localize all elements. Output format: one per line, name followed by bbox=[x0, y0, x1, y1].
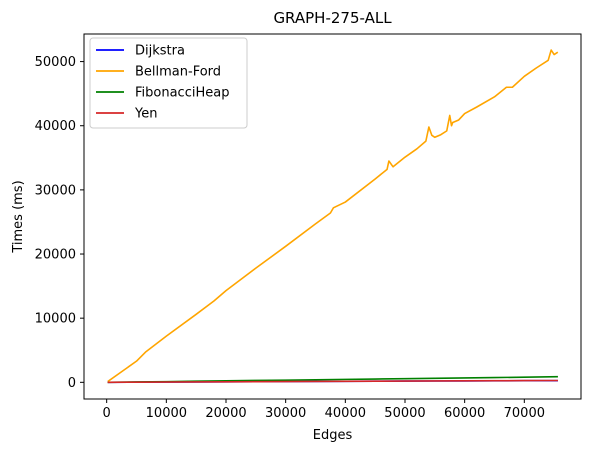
y-tick-label: 20000 bbox=[35, 248, 76, 263]
y-axis-label: Times (ms) bbox=[11, 180, 26, 253]
y-tick-label: 50000 bbox=[35, 55, 76, 70]
x-tick-label: 70000 bbox=[504, 406, 545, 421]
legend-label: Dijkstra bbox=[135, 44, 185, 59]
y-tick-label: 30000 bbox=[35, 183, 76, 198]
series-line-bellman-ford bbox=[107, 49, 559, 383]
y-tick-label: 0 bbox=[68, 376, 76, 391]
legend: Dijkstra Bellman-Ford FibonacciHeap Yen bbox=[89, 37, 248, 129]
y-axis-ticks: 0 10000 20000 30000 40000 50000 bbox=[35, 55, 84, 391]
legend-label: Bellman-Ford bbox=[135, 65, 221, 80]
plot-frame bbox=[83, 33, 582, 400]
x-tick-label: 10000 bbox=[146, 406, 187, 421]
y-tick-label: 10000 bbox=[35, 312, 76, 327]
series-layer bbox=[107, 49, 559, 384]
legend-label: FibonacciHeap bbox=[135, 86, 229, 101]
x-axis-label: Edges bbox=[313, 428, 353, 443]
x-tick-label: 30000 bbox=[265, 406, 306, 421]
y-tick-label: 40000 bbox=[35, 119, 76, 134]
x-tick-label: 20000 bbox=[205, 406, 246, 421]
series-line-yen bbox=[107, 379, 558, 384]
x-tick-label: 40000 bbox=[325, 406, 366, 421]
legend-label: Yen bbox=[134, 107, 157, 122]
x-tick-label: 0 bbox=[103, 406, 111, 421]
x-tick-label: 50000 bbox=[384, 406, 425, 421]
chart-title: GRAPH-275-ALL bbox=[273, 9, 392, 27]
x-axis-ticks: 0 10000 20000 30000 40000 50000 60000 70000 bbox=[103, 399, 545, 421]
legend-box bbox=[89, 37, 248, 129]
x-tick-label: 60000 bbox=[444, 406, 485, 421]
